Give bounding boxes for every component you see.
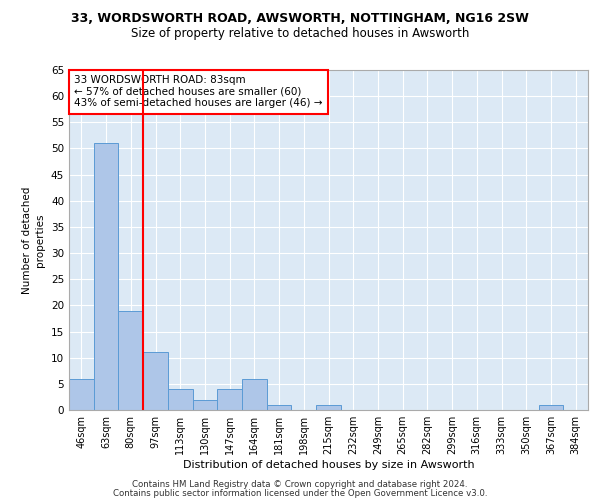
Bar	[94, 143, 118, 410]
Bar	[267, 405, 292, 410]
Bar	[539, 405, 563, 410]
Y-axis label: Number of detached
properties: Number of detached properties	[22, 186, 46, 294]
Text: Size of property relative to detached houses in Awsworth: Size of property relative to detached ho…	[131, 28, 469, 40]
Bar	[316, 405, 341, 410]
X-axis label: Distribution of detached houses by size in Awsworth: Distribution of detached houses by size …	[182, 460, 475, 470]
Bar	[143, 352, 168, 410]
Bar	[69, 378, 94, 410]
Bar	[193, 400, 217, 410]
Bar	[118, 310, 143, 410]
Bar	[168, 389, 193, 410]
Text: 33 WORDSWORTH ROAD: 83sqm
← 57% of detached houses are smaller (60)
43% of semi-: 33 WORDSWORTH ROAD: 83sqm ← 57% of detac…	[74, 75, 323, 108]
Bar	[217, 389, 242, 410]
Text: Contains public sector information licensed under the Open Government Licence v3: Contains public sector information licen…	[113, 488, 487, 498]
Text: 33, WORDSWORTH ROAD, AWSWORTH, NOTTINGHAM, NG16 2SW: 33, WORDSWORTH ROAD, AWSWORTH, NOTTINGHA…	[71, 12, 529, 26]
Bar	[242, 378, 267, 410]
Text: Contains HM Land Registry data © Crown copyright and database right 2024.: Contains HM Land Registry data © Crown c…	[132, 480, 468, 489]
